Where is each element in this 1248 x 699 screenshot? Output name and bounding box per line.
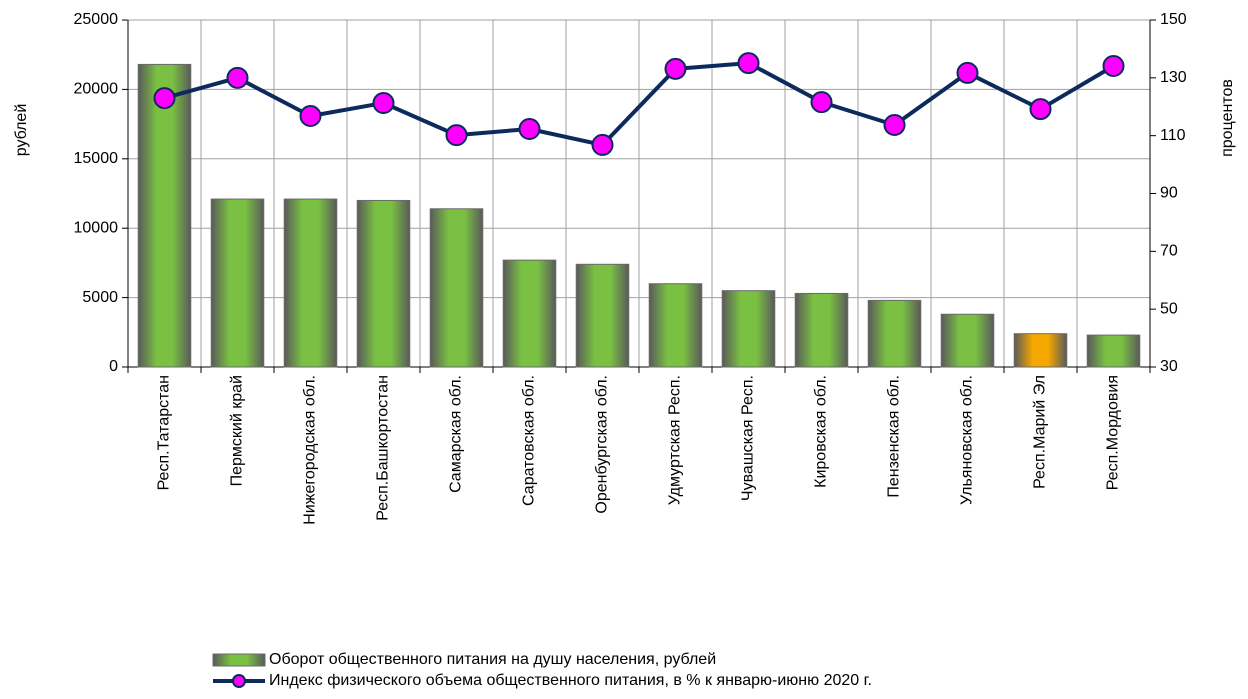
y2-tick-label: 90: [1160, 185, 1178, 202]
x-tick-label: Пензенская обл.: [886, 375, 903, 498]
y-tick-label: 15000: [74, 150, 119, 167]
x-tick-label: Ульяновская обл.: [959, 375, 976, 505]
x-tick-label: Кировская обл.: [813, 375, 830, 488]
bar: [137, 63, 192, 368]
y2-axis-label: процентов: [1219, 79, 1236, 157]
y-tick-label: 10000: [74, 219, 119, 236]
x-tick-label: Самарская обл.: [448, 375, 465, 493]
line: [163, 61, 1115, 147]
bar: [429, 208, 484, 368]
bar: [867, 299, 922, 368]
marker: [226, 66, 249, 89]
x-tick-label: Оренбургская обл.: [594, 375, 611, 514]
bar: [575, 263, 630, 368]
bar: [940, 313, 995, 368]
y2-tick-label: 30: [1160, 358, 1178, 375]
marker: [737, 52, 760, 75]
x-tick-label: Респ.Мордовия: [1105, 375, 1122, 490]
y2-tick-label: 70: [1160, 243, 1178, 260]
legend-marker: [232, 674, 246, 688]
marker: [299, 105, 322, 128]
marker: [956, 61, 979, 84]
marker: [664, 57, 687, 80]
marker: [1029, 98, 1052, 121]
y-axis-label: рублей: [13, 104, 30, 157]
bar: [648, 283, 703, 368]
marker: [445, 124, 468, 147]
x-tick-label: Саратовская обл.: [521, 375, 538, 506]
y-tick-label: 5000: [82, 289, 118, 306]
bar: [283, 198, 338, 368]
marker: [153, 87, 176, 110]
legend-label: Индекс физического объема общественного …: [269, 672, 872, 689]
bar: [721, 290, 776, 368]
x-tick-label: Чувашская Респ.: [740, 375, 757, 501]
y-tick-label: 20000: [74, 81, 119, 98]
x-tick-label: Респ.Татарстан: [156, 375, 173, 490]
y2-tick-label: 150: [1160, 11, 1187, 28]
y-tick-label: 25000: [74, 11, 119, 28]
x-tick-label: Пермский край: [229, 375, 246, 486]
y-tick-label: 0: [109, 358, 118, 375]
bar: [356, 199, 411, 368]
marker: [518, 118, 541, 141]
marker: [591, 133, 614, 156]
bar: [210, 198, 265, 368]
y2-tick-label: 130: [1160, 69, 1187, 86]
x-tick-label: Респ.Марий Эл: [1032, 375, 1049, 489]
marker: [1102, 54, 1125, 77]
marker: [883, 113, 906, 136]
y2-tick-label: 50: [1160, 300, 1178, 317]
marker: [372, 91, 395, 114]
x-tick-label: Респ.Башкортостан: [375, 375, 392, 521]
y2-tick-label: 110: [1160, 127, 1186, 144]
legend-swatch: [212, 653, 266, 667]
bar: [1086, 334, 1141, 368]
bar: [502, 259, 557, 368]
x-tick-label: Удмуртская Респ.: [667, 375, 684, 505]
bar: [794, 292, 849, 368]
legend-label: Оборот общественного питания на душу нас…: [269, 651, 716, 668]
bar: [1013, 333, 1068, 368]
x-tick-label: Нижегородская обл.: [302, 375, 319, 525]
marker: [810, 91, 833, 114]
